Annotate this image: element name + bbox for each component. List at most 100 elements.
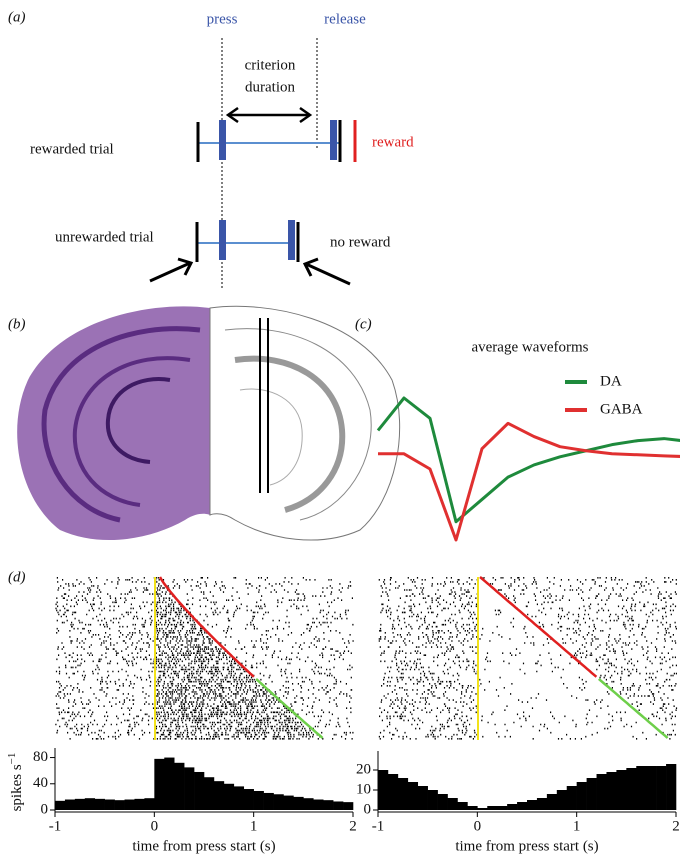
unrewarded-trial: unrewarded trial	[55, 229, 154, 245]
histogram-bar	[636, 766, 647, 810]
histogram-bar	[204, 777, 215, 810]
no-reward-text: no reward	[330, 234, 391, 250]
y-axis-label: spikes s−1	[6, 753, 26, 812]
panel-label: (a)	[8, 9, 26, 25]
x-tick-label: 0	[151, 818, 159, 834]
duration-text: duration	[245, 79, 295, 95]
histogram-bar	[273, 794, 284, 810]
histogram-bar	[536, 798, 548, 810]
histogram-bar	[303, 798, 314, 810]
histogram-bar	[64, 799, 76, 810]
panel-label: (d)	[8, 569, 26, 585]
x-axis-label: time from press start (s)	[455, 838, 598, 854]
histogram-bar	[84, 798, 96, 810]
y-tick-label: 40	[33, 775, 48, 791]
histogram-bar	[487, 806, 498, 810]
histogram-bar	[616, 770, 627, 810]
histogram-bar	[253, 790, 264, 810]
x-tick-label: 1	[250, 818, 258, 834]
press-label: press	[207, 11, 238, 27]
histogram-bar	[417, 786, 428, 810]
histogram-bar	[397, 778, 409, 810]
histogram-bar	[527, 800, 538, 810]
histogram-bar	[174, 762, 185, 810]
histogram-bar	[387, 774, 399, 810]
x-tick-label: 0	[474, 818, 482, 834]
histogram-bar	[194, 771, 205, 810]
duration-arrow	[225, 106, 313, 124]
legend-label: DA	[600, 373, 622, 389]
reward-text: reward	[372, 134, 414, 150]
y-tick-label: 20	[356, 761, 371, 777]
x-tick-label: -1	[49, 818, 62, 834]
histogram-bar	[586, 778, 597, 810]
criterion-text: criterion	[245, 57, 296, 73]
x-tick-label: 1	[573, 818, 581, 834]
histogram-bar	[566, 786, 577, 810]
histogram-bar	[606, 772, 617, 810]
histogram-bar	[124, 799, 135, 810]
histogram-bar	[94, 798, 105, 810]
y-tick-label: 10	[356, 781, 371, 797]
y-tick-label: 0	[41, 801, 49, 817]
histogram-bar	[114, 800, 125, 810]
rasters	[55, 576, 678, 740]
y-axis-label-exponent: −1	[6, 753, 18, 765]
histogram-bar	[154, 758, 165, 810]
chart-title: average waveforms	[471, 339, 588, 355]
histogram-bar	[596, 774, 607, 810]
histogram-bar	[144, 798, 155, 810]
histogram-bar	[477, 808, 488, 810]
release-curve	[597, 677, 669, 739]
histogram-bar	[546, 794, 558, 810]
histogram-bar	[427, 790, 438, 810]
y-tick-label: 0	[364, 801, 372, 817]
waveform-chart: average waveforms DA GABA	[376, 339, 680, 542]
histogram-bar	[104, 799, 115, 810]
histogram-bar	[457, 802, 468, 810]
histogram-bar	[437, 794, 448, 810]
histogram-bar	[74, 798, 86, 810]
waveform-line	[376, 396, 680, 524]
release-curve	[158, 576, 255, 678]
histogram-bar	[333, 801, 344, 810]
histogram-bar	[313, 799, 324, 810]
x-tick-label: 2	[349, 818, 357, 834]
histogram-bar	[164, 757, 175, 810]
release-label: release	[324, 11, 366, 27]
histogram-bar	[626, 768, 637, 810]
x-tick-label: 2	[672, 818, 680, 834]
histogram-bar	[467, 806, 478, 810]
histogram-bar	[233, 786, 245, 810]
histogram-bar	[507, 804, 518, 810]
rewarded-trial: rewarded trial	[30, 141, 114, 157]
y-tick-label: 80	[33, 749, 48, 765]
raster-dots	[55, 577, 354, 740]
histogram-bar	[293, 796, 304, 810]
histogram-bar	[378, 770, 389, 810]
histogram-bar	[55, 800, 66, 810]
histogram-bar	[666, 764, 677, 810]
x-axis-label: time from press start (s)	[132, 838, 275, 854]
rewarded-timeline	[196, 120, 357, 162]
histogram-bar	[656, 766, 667, 810]
histogram-bar	[323, 800, 334, 810]
histogram-bar	[556, 790, 568, 810]
waveform-line	[378, 421, 680, 542]
histogram-bar	[243, 789, 254, 810]
histogram-bar	[447, 798, 458, 810]
y-axis-label-text: spikes s	[9, 764, 25, 811]
histogram-bar	[343, 802, 354, 810]
panel-label: (b)	[8, 316, 26, 332]
histogram-bar	[263, 792, 274, 810]
histogram-bar	[213, 781, 225, 810]
release-curve	[255, 677, 324, 739]
histology	[17, 305, 401, 541]
legend-label: GABA	[600, 401, 643, 417]
histogram-bar	[497, 806, 508, 810]
x-tick-label: -1	[372, 818, 385, 834]
histogram-bar	[134, 798, 145, 810]
raster-dots	[378, 577, 678, 740]
